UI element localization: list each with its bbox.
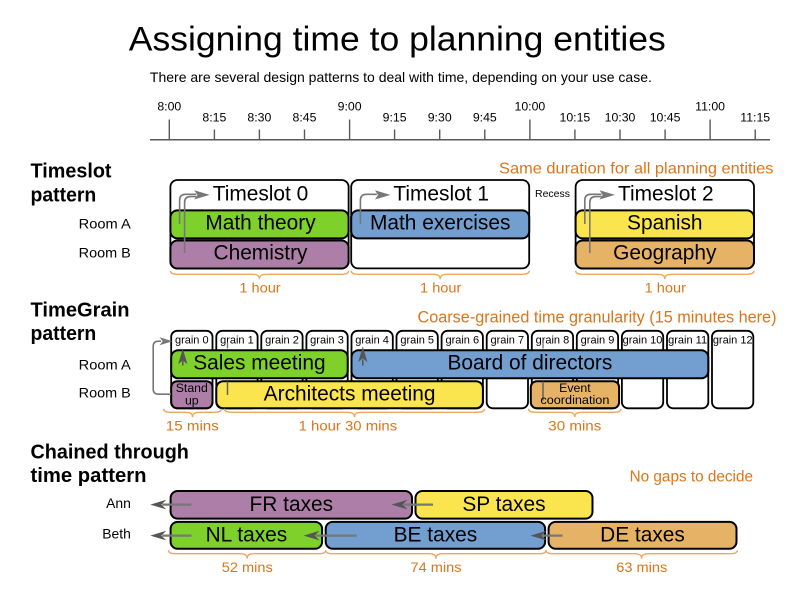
svg-text:9:15: 9:15	[383, 110, 407, 124]
svg-text:Chemistry: Chemistry	[213, 242, 308, 265]
svg-text:grain 4: grain 4	[355, 334, 389, 346]
svg-text:30 mins: 30 mins	[548, 419, 601, 434]
svg-text:10:00: 10:00	[515, 100, 546, 114]
svg-text:Stand: Stand	[176, 381, 208, 395]
svg-text:grain 6: grain 6	[445, 334, 479, 346]
svg-text:1 hour: 1 hour	[420, 281, 462, 296]
svg-text:grain 2: grain 2	[265, 334, 299, 346]
svg-text:Spanish: Spanish	[627, 211, 703, 234]
svg-text:9:45: 9:45	[473, 110, 497, 124]
svg-text:DE taxes: DE taxes	[600, 524, 685, 547]
svg-text:grain 11: grain 11	[668, 334, 707, 346]
svg-text:TimeGrain: TimeGrain	[31, 299, 130, 321]
svg-text:74 mins: 74 mins	[411, 560, 462, 575]
svg-text:9:30: 9:30	[428, 110, 452, 124]
svg-text:grain 0: grain 0	[175, 334, 209, 346]
svg-text:10:30: 10:30	[605, 110, 636, 124]
svg-text:grain 8: grain 8	[536, 334, 570, 346]
svg-text:1 hour: 1 hour	[239, 281, 281, 296]
svg-text:grain 1: grain 1	[220, 334, 254, 346]
svg-text:11:15: 11:15	[740, 110, 770, 124]
svg-text:pattern: pattern	[31, 185, 97, 207]
svg-text:Geography: Geography	[613, 242, 717, 265]
svg-text:Room B: Room B	[79, 244, 131, 260]
svg-text:Math exercises: Math exercises	[370, 211, 510, 234]
svg-text:up: up	[185, 393, 199, 407]
svg-text:9:00: 9:00	[338, 100, 362, 114]
svg-text:No gaps to decide: No gaps to decide	[630, 469, 753, 486]
svg-text:Recess: Recess	[535, 188, 570, 200]
svg-text:11:00: 11:00	[695, 100, 725, 114]
svg-text:coordination: coordination	[540, 393, 609, 407]
svg-text:There are several design patte: There are several design patterns to dea…	[150, 69, 652, 85]
svg-text:Room A: Room A	[79, 215, 132, 231]
svg-text:15 mins: 15 mins	[166, 419, 219, 434]
svg-text:pattern: pattern	[31, 323, 97, 345]
svg-text:Math theory: Math theory	[205, 211, 316, 234]
svg-text:63 mins: 63 mins	[616, 560, 667, 575]
svg-text:8:45: 8:45	[293, 110, 317, 124]
svg-text:Sales meeting: Sales meeting	[193, 351, 325, 374]
svg-text:FR taxes: FR taxes	[250, 493, 334, 516]
svg-text:8:30: 8:30	[247, 110, 271, 124]
svg-text:Room B: Room B	[79, 384, 131, 400]
svg-text:8:00: 8:00	[157, 100, 181, 114]
svg-text:grain 9: grain 9	[581, 334, 615, 346]
svg-text:Beth: Beth	[102, 525, 131, 541]
svg-text:Coarse-grained time granularit: Coarse-grained time granularity (15 minu…	[418, 308, 777, 326]
svg-text:Board of directors: Board of directors	[447, 351, 612, 374]
svg-text:52 mins: 52 mins	[222, 560, 273, 575]
svg-text:Timeslot 1: Timeslot 1	[393, 183, 489, 206]
svg-text:BE taxes: BE taxes	[394, 524, 478, 547]
svg-text:time pattern: time pattern	[31, 465, 147, 487]
svg-text:8:15: 8:15	[202, 110, 226, 124]
svg-text:grain 12: grain 12	[713, 334, 753, 346]
svg-text:1 hour 30 mins: 1 hour 30 mins	[299, 419, 398, 434]
svg-text:Architects meeting: Architects meeting	[264, 382, 436, 405]
svg-text:Timeslot: Timeslot	[31, 161, 112, 183]
svg-text:SP taxes: SP taxes	[462, 493, 545, 516]
svg-text:Event: Event	[559, 381, 591, 395]
svg-text:grain 5: grain 5	[400, 334, 434, 346]
svg-text:10:15: 10:15	[560, 110, 591, 124]
svg-text:10:45: 10:45	[650, 110, 681, 124]
svg-text:1 hour: 1 hour	[645, 281, 687, 296]
svg-text:grain 7: grain 7	[490, 334, 524, 346]
svg-text:NL taxes: NL taxes	[206, 524, 288, 547]
svg-text:Timeslot 0: Timeslot 0	[213, 183, 309, 206]
svg-text:Timeslot 2: Timeslot 2	[618, 183, 714, 206]
svg-text:grain 3: grain 3	[310, 334, 344, 346]
svg-text:grain 10: grain 10	[623, 334, 663, 346]
svg-text:Room A: Room A	[79, 357, 132, 373]
svg-text:Ann: Ann	[106, 495, 131, 511]
svg-text:Chained through: Chained through	[31, 441, 189, 463]
svg-text:Assigning time to planning ent: Assigning time to planning entities	[129, 21, 666, 59]
svg-text:Same duration for all planning: Same duration for all planning entities	[499, 161, 774, 178]
